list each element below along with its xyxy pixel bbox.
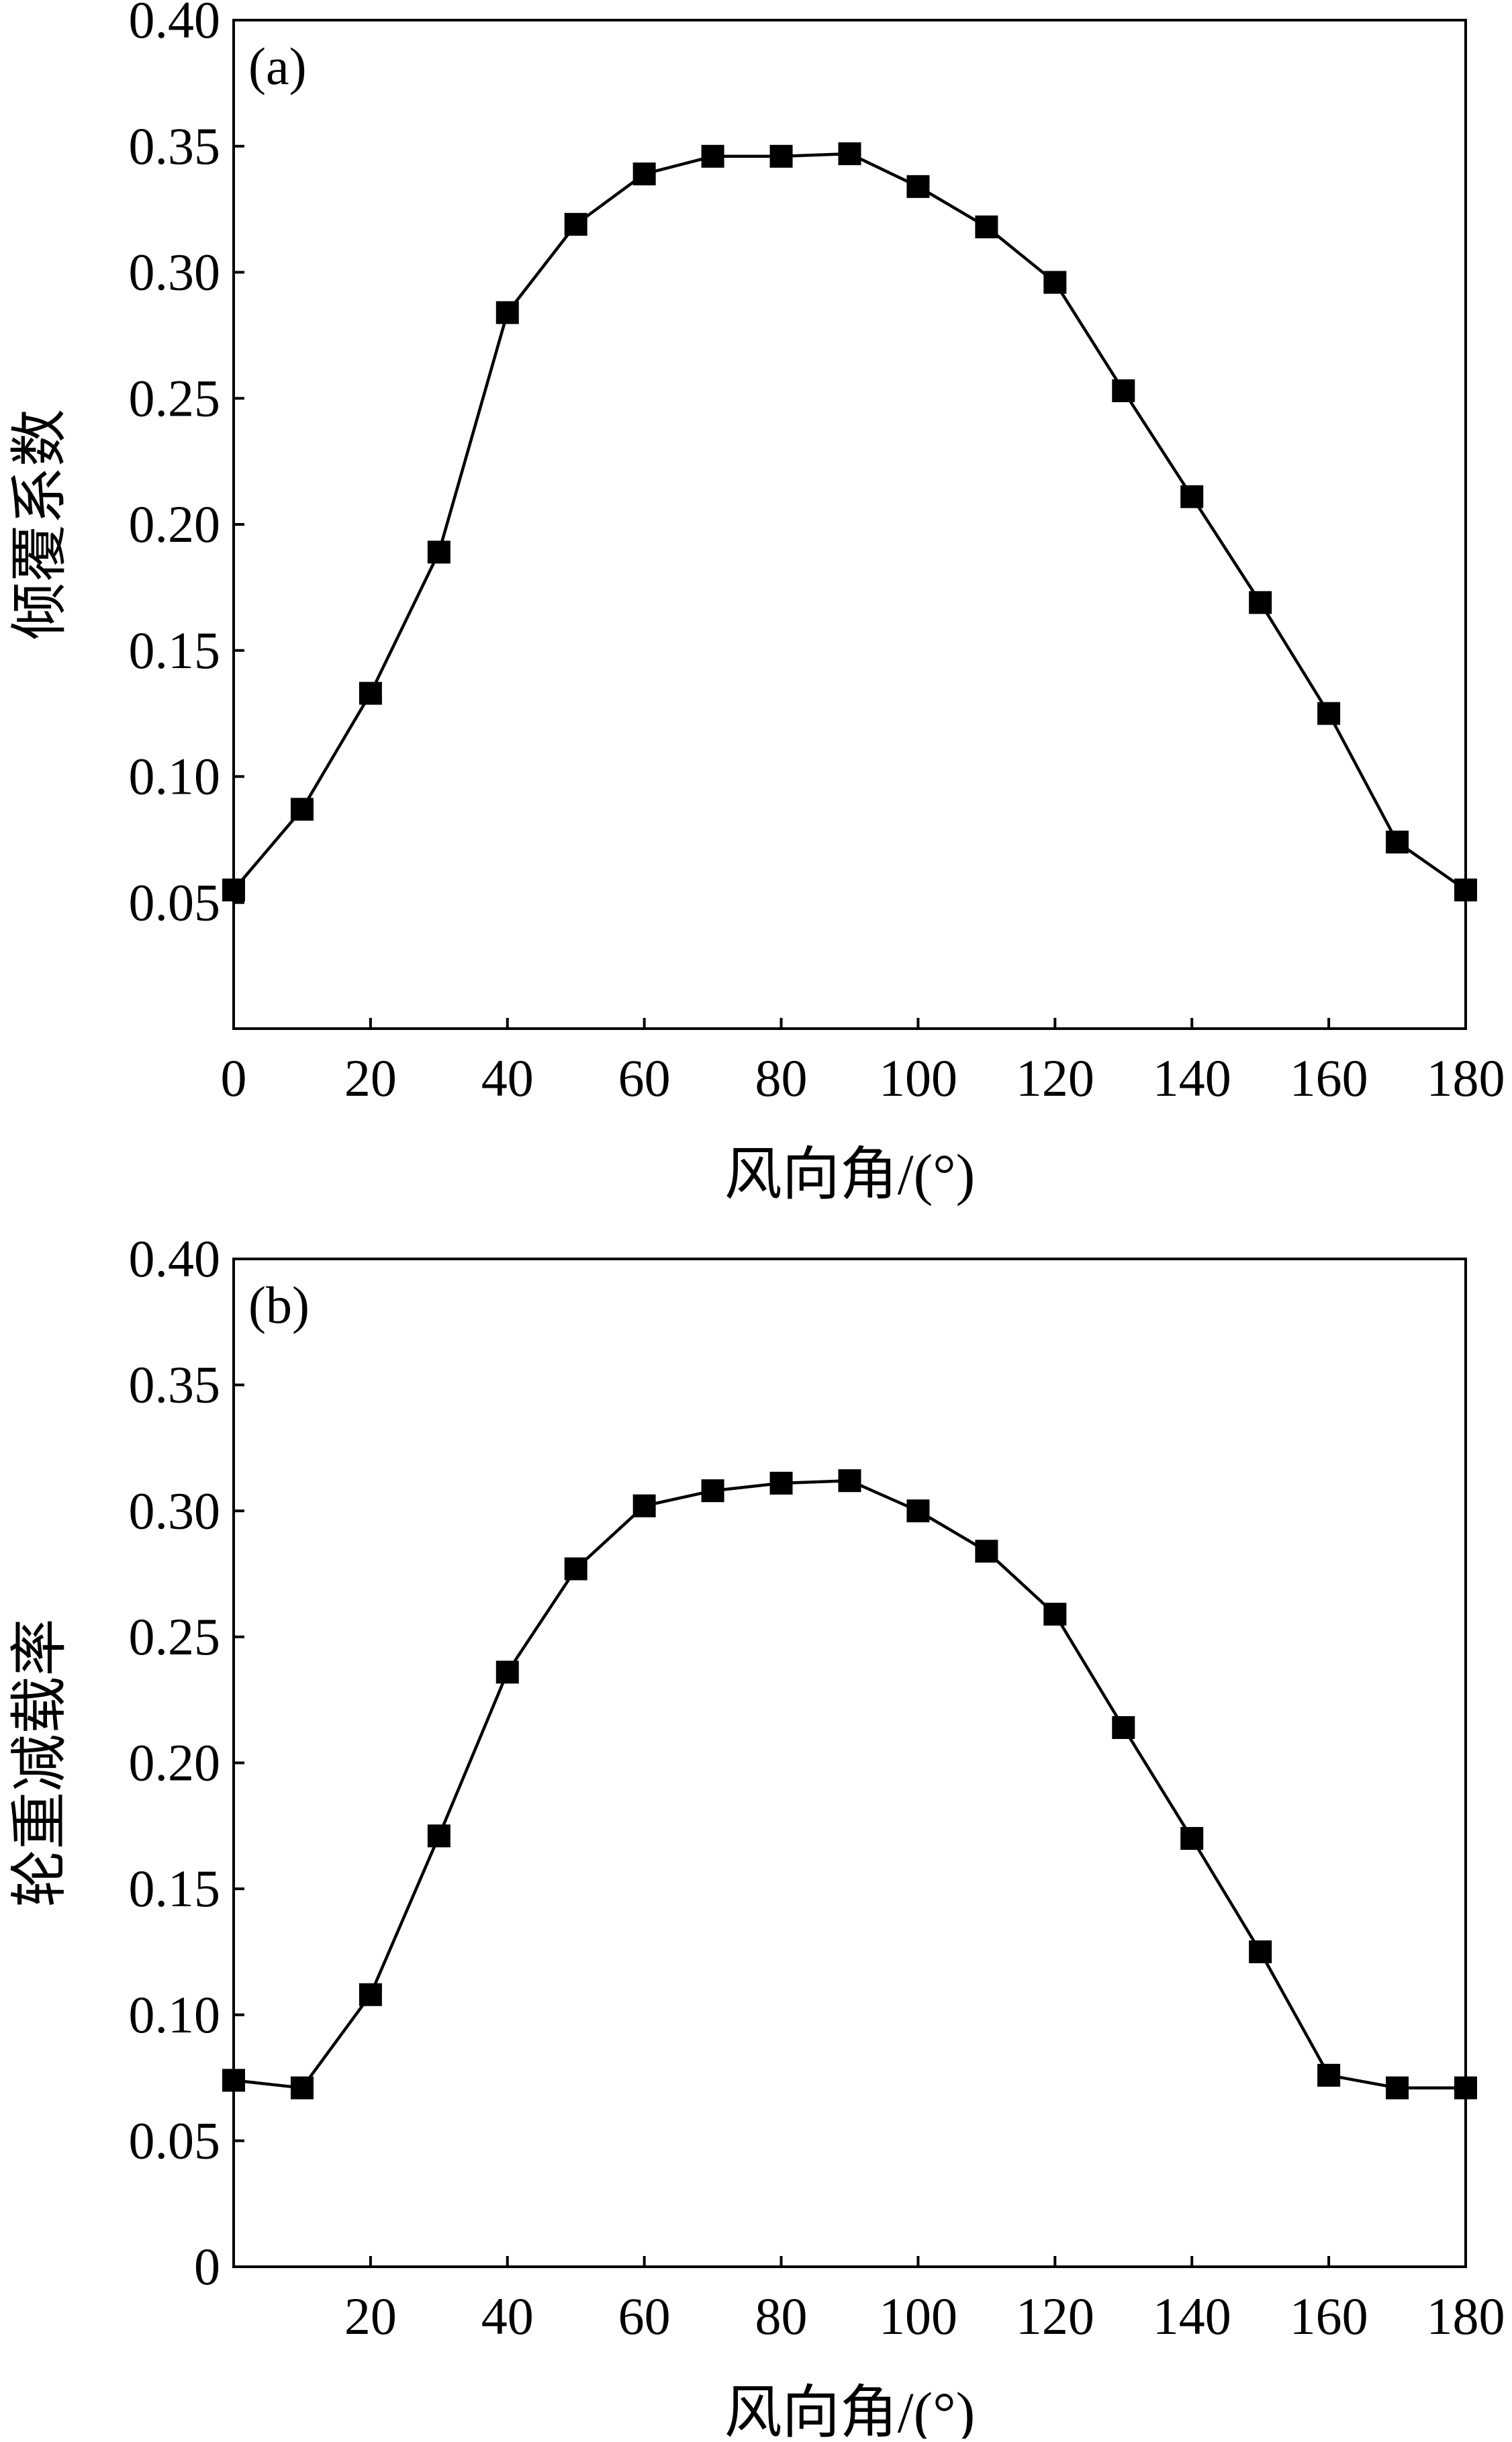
y-tick-label: 0.30	[129, 1481, 221, 1540]
data-point	[1317, 702, 1341, 725]
data-point	[1180, 485, 1204, 508]
data-point	[564, 1557, 587, 1581]
x-tick-label: 40	[481, 2287, 534, 2345]
y-tick-label: 0	[194, 2237, 220, 2296]
data-point	[495, 301, 519, 324]
data-point	[769, 1471, 793, 1495]
data-point	[906, 1499, 930, 1523]
x-tick-label: 40	[481, 1049, 534, 1107]
data-point	[1386, 2076, 1409, 2100]
y-tick-label: 0.40	[129, 1229, 221, 1288]
chart-panel-a: 0 20 40 60 80 100 120 140 160 180 0.05 0.10 0.15 0.20…	[7, 0, 1505, 1207]
x-tick-label: 120	[1016, 2287, 1094, 2345]
data-point	[701, 144, 724, 168]
x-tick-label: 80	[755, 2287, 808, 2345]
data-point	[427, 1824, 451, 1848]
x-tick-label: 80	[755, 1049, 808, 1107]
y-tick-label: 0.25	[129, 369, 221, 427]
series-line	[233, 1478, 1466, 2089]
data-point	[359, 1983, 382, 2006]
panel-label: (b)	[248, 1276, 310, 1334]
x-tick-label: 140	[1153, 1049, 1231, 1107]
data-point	[564, 213, 587, 236]
data-point	[1454, 2076, 1477, 2100]
data-point	[701, 1479, 724, 1503]
y-tick-label: 0.25	[129, 1607, 221, 1666]
data-point	[632, 162, 656, 186]
y-tick-label: 0.10	[129, 1985, 221, 2044]
y-tick-label: 0.05	[129, 2111, 221, 2169]
data-point	[1249, 1940, 1272, 1963]
data-point	[495, 1660, 519, 1684]
panel-label: (a)	[248, 37, 307, 95]
x-axis-title: 风向角/(°)	[724, 2380, 976, 2439]
data-point	[1112, 1716, 1135, 1739]
y-tick-label: 0.20	[129, 1734, 221, 1792]
data-point	[1317, 2063, 1341, 2087]
x-tick-label: 140	[1153, 2287, 1231, 2345]
data-point	[769, 144, 793, 168]
y-tick-label: 0.20	[129, 495, 221, 553]
data-point	[1043, 271, 1067, 294]
x-tick-label: 20	[344, 1049, 397, 1107]
x-tick-label: 60	[618, 1049, 671, 1107]
y-tick-label: 0.10	[129, 747, 221, 806]
data-point	[838, 1469, 861, 1493]
data-point	[975, 215, 998, 238]
x-tick-label: 180	[1427, 1049, 1505, 1107]
data-point	[1454, 878, 1477, 902]
plot-frame	[232, 1258, 1467, 2268]
data-point	[975, 1540, 998, 1563]
y-axis-title: 倾覆系数	[7, 409, 72, 640]
series-line	[232, 152, 1467, 892]
y-tick-label: 0.15	[129, 1859, 221, 1918]
data-point	[838, 142, 861, 166]
y-tick-label: 0.05	[129, 873, 221, 931]
data-point	[222, 2069, 245, 2092]
x-tick-label: 100	[879, 2287, 957, 2345]
x-tick-label: 60	[618, 2287, 671, 2345]
x-tick-label: 120	[1016, 1049, 1094, 1107]
data-point	[222, 878, 245, 902]
x-tick-label: 0	[221, 1049, 247, 1107]
x-axis-title: 风向角/(°)	[724, 1142, 976, 1207]
chart-panel-b: 20 40 60 80 100 120 140 160 180 0 0.05 0.10 0.15 0.20…	[7, 1229, 1505, 2442]
data-point	[906, 175, 930, 198]
x-tick-label: 160	[1290, 2287, 1368, 2345]
data-point	[427, 541, 451, 564]
x-tick-label: 160	[1290, 1049, 1368, 1107]
data-point	[1180, 1827, 1204, 1850]
y-tick-label: 0.15	[129, 621, 221, 679]
data-point	[1386, 831, 1409, 854]
x-tick-label: 180	[1427, 2287, 1505, 2345]
x-tick-label: 100	[879, 1049, 957, 1107]
data-point	[290, 798, 314, 821]
y-tick-label: 0.30	[129, 243, 221, 301]
y-tick-label: 0.35	[129, 1356, 221, 1414]
x-tick-label: 20	[344, 2287, 397, 2345]
data-point	[632, 1494, 656, 1517]
data-point	[359, 682, 382, 705]
y-tick-label: 0.40	[129, 0, 221, 49]
data-point	[1043, 1603, 1067, 1626]
y-axis-title: 轮重减载率	[7, 1619, 72, 1908]
y-tick-label: 0.35	[129, 117, 221, 175]
data-point	[1249, 591, 1272, 614]
data-point	[290, 2076, 314, 2100]
plot-frame	[232, 19, 1467, 1030]
data-point	[1112, 379, 1135, 402]
